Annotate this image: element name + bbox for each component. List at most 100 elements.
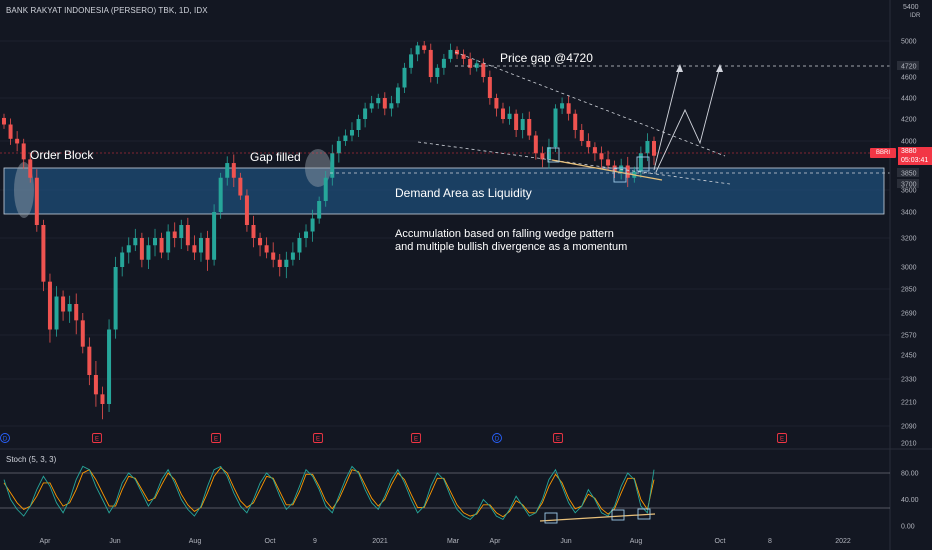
- candle-body: [107, 329, 112, 404]
- projection-arrow-2: [716, 64, 723, 72]
- candle-body: [113, 267, 118, 330]
- candle-body: [251, 225, 256, 238]
- price-tick-label: 2010: [901, 441, 917, 448]
- candle-body: [61, 296, 66, 312]
- current-price-badge: 3880 05:03:41: [898, 147, 932, 165]
- price-tick-label: 2330: [901, 377, 917, 384]
- candle-body: [139, 238, 144, 260]
- earnings-marker[interactable]: E: [553, 433, 563, 443]
- earnings-marker[interactable]: E: [777, 433, 787, 443]
- candle-body: [356, 119, 361, 130]
- candle-body: [15, 138, 20, 144]
- candle-body: [218, 177, 223, 212]
- time-axis[interactable]: Apr Jun Aug Oct 9 2021 Mar Apr Jun Aug Oct 8 2022: [40, 538, 851, 545]
- stoch-tick-label: 40.00: [901, 497, 919, 504]
- event-marker-shape: [92, 433, 102, 443]
- candle-body: [481, 63, 486, 77]
- time-tick-label: 2022: [835, 538, 851, 545]
- candle-body: [638, 153, 643, 172]
- candle-body: [606, 159, 611, 166]
- earnings-marker[interactable]: E: [313, 433, 323, 443]
- demand-zone: [3, 167, 885, 215]
- time-tick-label: Jun: [109, 538, 120, 545]
- accumulation-note: Accumulation based on falling wedge patt…: [395, 228, 627, 254]
- event-marker-label: E: [95, 437, 99, 443]
- candle-body: [487, 77, 492, 98]
- candle-body: [28, 159, 33, 178]
- stoch-divergence-box-1: [544, 512, 558, 524]
- event-marker-label: E: [780, 437, 784, 443]
- price-gap-label: Price gap @4720: [500, 51, 593, 65]
- candle-body: [80, 320, 85, 347]
- demand-area-label: Demand Area as Liquidity: [395, 186, 532, 200]
- candle-body: [428, 49, 433, 77]
- candle-body: [395, 87, 400, 104]
- earnings-marker[interactable]: E: [92, 433, 102, 443]
- candle-body: [238, 177, 243, 196]
- candle-body: [474, 63, 479, 68]
- candles: [2, 41, 656, 420]
- projection-path-1: [653, 65, 681, 171]
- candle-body: [415, 45, 420, 55]
- earnings-marker[interactable]: E: [211, 433, 221, 443]
- candle-body: [468, 58, 473, 68]
- earnings-marker[interactable]: E: [411, 433, 421, 443]
- price-tick-label: 3850: [901, 171, 917, 178]
- candle-body: [566, 103, 571, 114]
- price-tick-label: 2690: [901, 311, 917, 318]
- price-tick-label: 5000: [901, 39, 917, 46]
- price-tick-label: 4720: [901, 64, 917, 71]
- stoch-d-line: [3, 467, 655, 518]
- wedge-lower: [417, 141, 731, 185]
- candle-body: [146, 245, 151, 260]
- candle-body: [74, 304, 79, 321]
- event-marker-shape: [211, 433, 221, 443]
- candle-body: [652, 141, 656, 156]
- candle-body: [455, 49, 460, 55]
- candle-body: [382, 98, 387, 109]
- event-marker-label: D: [495, 437, 500, 443]
- candle-body: [225, 163, 230, 178]
- dividend-marker[interactable]: D: [0, 433, 10, 443]
- event-marker-shape: [313, 433, 323, 443]
- event-marker-shape: [777, 433, 787, 443]
- candle-body: [284, 259, 289, 267]
- candle-body: [586, 141, 591, 148]
- time-tick-label: Oct: [265, 538, 276, 545]
- divergence-price-line: [551, 159, 663, 181]
- projection-path-2: [655, 65, 721, 173]
- candle-body: [100, 394, 105, 404]
- time-tick-label: Oct: [715, 538, 726, 545]
- projection-arrow-1: [676, 64, 683, 72]
- price-tick-label: 3400: [901, 210, 917, 217]
- price-top-label: 5400: [903, 4, 919, 11]
- accumulation-note-line-1: Accumulation based on falling wedge patt…: [395, 228, 614, 240]
- candle-body: [599, 153, 604, 160]
- price-tick-label: 2850: [901, 287, 917, 294]
- candle-body: [185, 225, 190, 246]
- divergence-box-1: [547, 147, 560, 163]
- candle-body: [363, 108, 368, 119]
- candle-body: [645, 141, 650, 154]
- divergence-stoch-line: [539, 513, 656, 522]
- candle-body: [553, 108, 558, 148]
- candle-body: [231, 163, 236, 178]
- divergence-box-3: [636, 156, 650, 172]
- price-tick-label: 4200: [901, 117, 917, 124]
- currency-label: IDR: [910, 13, 921, 19]
- candle-body: [277, 259, 282, 267]
- event-marker-shape: [411, 433, 421, 443]
- price-tick-label: 2450: [901, 353, 917, 360]
- candle-body: [409, 54, 414, 68]
- candle-body: [500, 108, 505, 119]
- candle-body: [560, 103, 565, 109]
- candle-body: [349, 130, 354, 136]
- wedge-upper: [454, 51, 726, 157]
- candle-body: [461, 54, 466, 59]
- candle-body: [389, 103, 394, 109]
- event-marker-shape: [553, 433, 563, 443]
- dividend-marker[interactable]: D: [492, 433, 502, 443]
- price-tick-label: 2090: [901, 424, 917, 431]
